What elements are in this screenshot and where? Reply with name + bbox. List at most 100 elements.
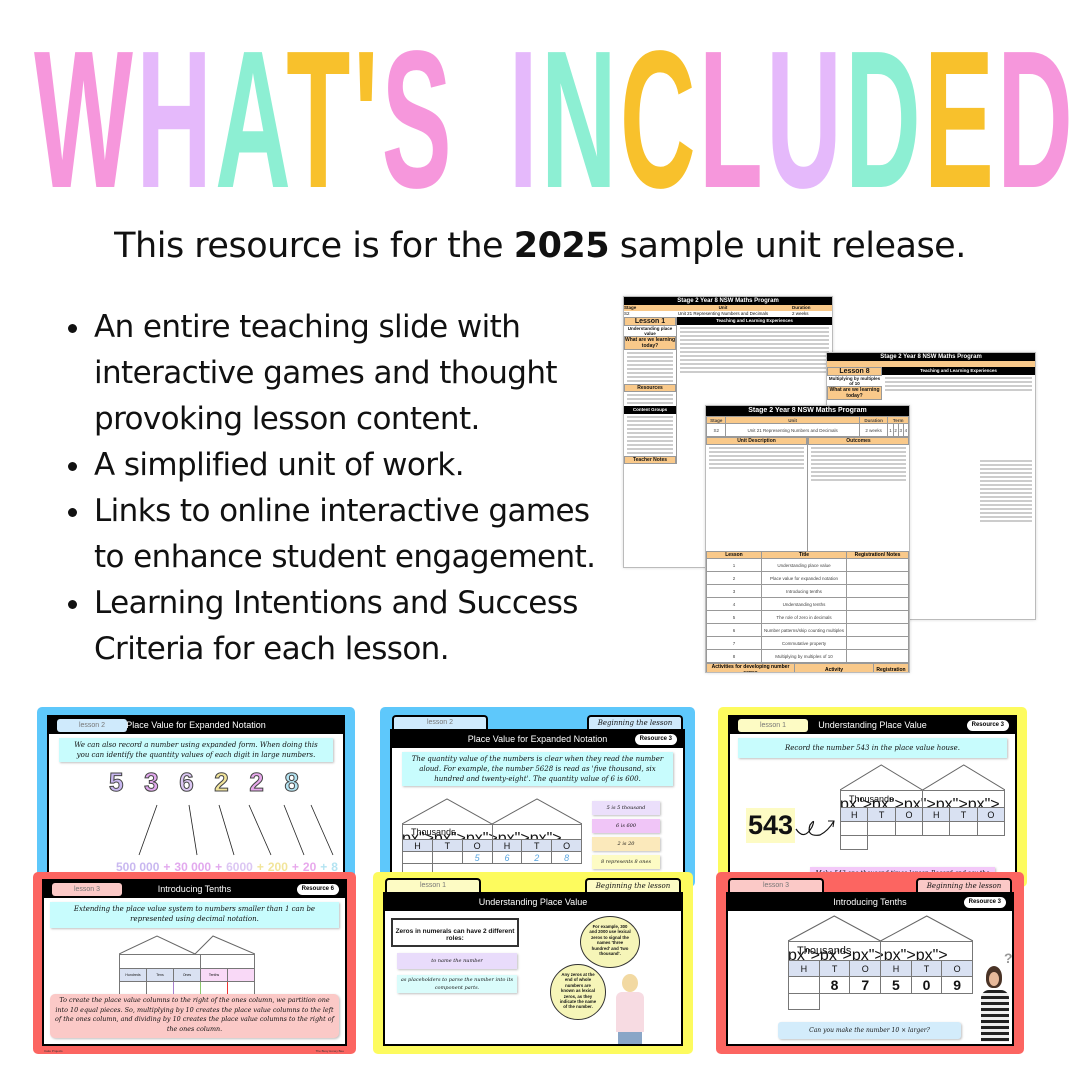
beginning-tab[interactable]: Beginning the lesson <box>587 715 683 729</box>
outcomes-heading: Outcomes <box>808 437 909 445</box>
title-letter: I <box>508 10 541 229</box>
thousands-label: Thousands <box>402 824 493 840</box>
lesson-title: Understanding tenths <box>761 597 847 611</box>
col-term: Term <box>887 416 909 424</box>
digit-cell: 8 <box>551 851 582 864</box>
expanded-part: + <box>291 860 299 874</box>
digit: 2 <box>214 767 230 798</box>
column-header: T <box>521 839 553 852</box>
feature-item: Links to online interactive games to enh… <box>64 488 624 580</box>
slide-canvas: lesson 2 Place Value for Expanded Notatio… <box>47 715 345 889</box>
doc-title: Stage 2 Year 8 NSW Maths Program <box>624 297 832 305</box>
title-letter: S <box>381 10 455 229</box>
column-header: O <box>941 960 973 977</box>
column-header: O <box>976 807 1006 822</box>
lesson-title: Understanding place value <box>627 326 673 336</box>
beginning-tab[interactable]: Beginning the lesson <box>585 878 681 892</box>
column-header: Ones <box>173 968 201 982</box>
digit-cell <box>402 851 433 864</box>
lesson-title: Multiplying by multiples of 10 <box>761 649 847 663</box>
expanded-part: 20 <box>302 860 317 874</box>
lesson-tab: lesson 1 <box>385 878 481 892</box>
title-letter: D <box>845 10 924 229</box>
feature-item: An entire teaching slide with interactiv… <box>64 304 624 442</box>
digit-cell <box>976 821 1006 836</box>
digit-cell: 6 <box>491 851 523 864</box>
slide-introducing-tenths: lesson 3 Introducing Tenths Resource 6 Ext… <box>33 872 356 1054</box>
role-card: to name the number <box>397 953 517 969</box>
teacher-image <box>610 974 650 1044</box>
intro-box: We can also record a number using expand… <box>59 738 333 762</box>
column-header: H <box>491 839 523 852</box>
col-unit: Unit <box>718 305 728 310</box>
place-value-table: Thousands H T O H T O <box>839 790 1006 850</box>
slide-title: Understanding Place Value <box>818 720 927 730</box>
lesson-title: Multiplying by multiples of 10 <box>828 376 881 386</box>
lesson-label: Lesson 1 <box>624 317 676 326</box>
lesson-number: 8 <box>706 649 762 663</box>
column-header: H <box>402 839 433 852</box>
role-card: as placeholders to parse the number into… <box>397 975 517 993</box>
expanded-part: 6000 <box>226 860 253 874</box>
col-stage: Stage <box>706 416 727 424</box>
explanation-box: To create the place value columns to the… <box>50 994 339 1038</box>
lesson-table: Lesson Title Registration/ Notes 1 Understan… <box>706 551 909 663</box>
place-value-table: Thousands H T O H T O 5 6 2 8 <box>402 824 583 876</box>
title-letter: D <box>997 10 1077 229</box>
teaching-heading: Teaching and Learning Experiences <box>677 317 832 325</box>
expanded-part: 30 000 <box>174 860 212 874</box>
col-duration: Duration <box>792 305 811 310</box>
digit-cell <box>431 851 463 864</box>
page-title: WHAT'S INCLUDED <box>34 22 1076 218</box>
title-letter: N <box>540 10 620 229</box>
slide-canvas: lesson 1 Beginning the lesson Understand… <box>383 878 683 1046</box>
term-4: 4 <box>902 423 909 437</box>
lesson-tab: lesson 3 <box>728 878 824 892</box>
column-header: H <box>880 960 912 977</box>
digit-cell <box>949 821 978 836</box>
digit-cell <box>894 821 924 836</box>
place-value-table: Thousands H T O H T O 8 7 5 0 9 <box>787 941 973 1010</box>
slide-canvas: lesson 3 Introducing Tenths Resource 6 Ext… <box>42 879 347 1046</box>
lesson-number: 6 <box>706 623 762 637</box>
value-card: 2 is 20 <box>592 837 660 851</box>
beginning-tab[interactable]: Beginning the lesson <box>916 878 1012 892</box>
curly-arrow-icon <box>795 820 835 836</box>
lesson-title: Number patterns/skip counting multiples <box>761 623 847 637</box>
house-roof <box>118 935 256 955</box>
table-row: 1 Understanding place value <box>706 558 909 572</box>
column-header: Tens <box>146 968 174 982</box>
house-roof <box>839 764 1006 791</box>
column-header: H <box>788 960 820 977</box>
speech-bubble: For example, 300 and 2000 use lexical ze… <box>580 916 640 968</box>
intro-box: Extending the place value system to numb… <box>50 902 339 928</box>
digit-cell <box>867 821 896 836</box>
unit-value: Unit 21 Representing Numbers and Decimal… <box>725 423 860 437</box>
thousands-label: Thousands <box>839 790 924 808</box>
column-header: T <box>910 960 943 977</box>
lesson-title: Understanding place value <box>761 558 847 572</box>
lesson-tab: lesson 2 <box>392 715 488 729</box>
subtitle-text-end: sample unit release. <box>609 226 967 266</box>
lesson-label: Lesson 8 <box>827 367 882 376</box>
digit-cell: 9 <box>941 976 973 994</box>
feature-item: Learning Intentions and Success Criteria… <box>64 580 624 672</box>
column-header: T <box>818 960 851 977</box>
teaching-heading: Teaching and Learning Experiences <box>882 367 1035 375</box>
footer-left: Catie Projects <box>44 1049 63 1053</box>
slide-title: Place Value for Expanded Notation <box>126 720 266 730</box>
activity-table-header: Activity <box>794 663 874 672</box>
footer-right: The Busy Honey Bee <box>315 1049 344 1053</box>
activity-table-header: Registration <box>873 663 909 672</box>
activity-table-header: Activities for developing number sense <box>706 663 795 672</box>
unit-description-heading: Unit Description <box>706 437 807 445</box>
value-card: 5 is 5 thousand <box>592 801 660 815</box>
table-row: 8 Multiplying by multiples of 10 <box>706 649 909 663</box>
lesson-label: lesson 3 <box>52 883 122 896</box>
house-roof <box>401 798 583 825</box>
table-row: 3 Introducing tenths <box>706 584 909 598</box>
expanded-part: 8 <box>331 860 338 874</box>
lesson-table-header: Registration/ Notes <box>846 551 909 559</box>
title-letter: W <box>34 10 137 229</box>
